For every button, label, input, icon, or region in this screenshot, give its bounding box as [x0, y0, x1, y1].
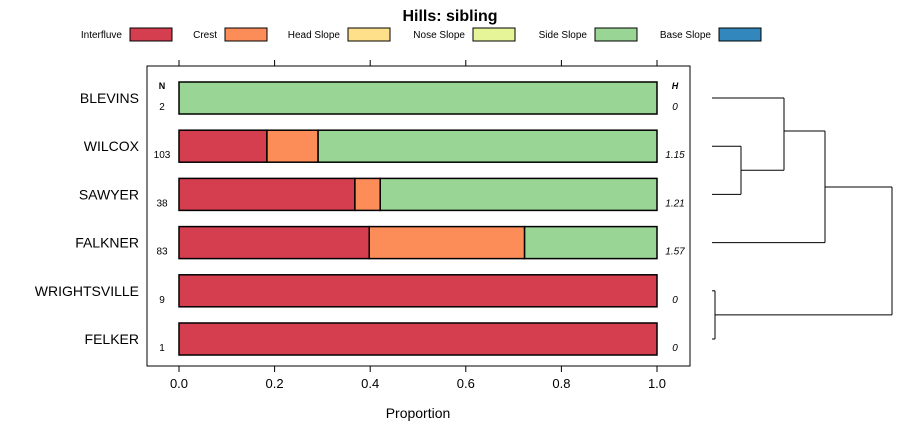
x-tick-label: 0.0: [170, 376, 188, 391]
row-h-value: 1.57: [665, 247, 685, 258]
row-h-value: 1.15: [665, 150, 685, 161]
row-n-value: 2: [159, 102, 165, 113]
legend-label: Side Slope: [539, 30, 588, 41]
bar-rows: BLEVINS 2 0 WILCOX 103 1.15 SAWYER 38 1.21 FALKNE…: [35, 81, 685, 356]
bar-segment-side-slope: [317, 129, 658, 163]
bar-segment-crest: [266, 129, 319, 163]
bar-segment-interfluve: [178, 129, 268, 163]
bar-segment-crest: [354, 177, 381, 212]
row-label: BLEVINS: [80, 90, 139, 106]
bar-segment-interfluve: [178, 274, 658, 308]
x-tick-label: 0.8: [552, 376, 570, 391]
bar-segment-interfluve: [178, 177, 356, 212]
x-axis: 0.0 0.2 0.4 0.6 0.8 1.0: [170, 60, 666, 391]
h-header: H: [672, 81, 679, 91]
row-label: WILCOX: [84, 138, 140, 154]
x-tick-label: 1.0: [648, 376, 666, 391]
bar-segment-interfluve: [178, 322, 658, 356]
legend-swatch: [472, 27, 516, 42]
legend-swatch: [224, 27, 268, 42]
legend-label: Head Slope: [288, 30, 341, 41]
dendrogram: [712, 97, 893, 340]
row-label: FELKER: [85, 331, 139, 347]
legend-label: Nose Slope: [413, 30, 465, 41]
chart-title: Hills: sibling: [402, 8, 497, 25]
bar-segment-interfluve: [178, 225, 370, 260]
x-tick-label: 0.4: [361, 376, 379, 391]
row-h-value: 1.21: [665, 198, 684, 209]
plot-frame: [146, 65, 691, 367]
x-tick-label: 0.6: [457, 376, 475, 391]
row-h-value: 0: [672, 295, 678, 306]
legend: Interfluve Crest Head Slope Nose Slope Side …: [81, 27, 762, 42]
x-tick-label: 0.2: [266, 376, 284, 391]
row-label: FALKNER: [75, 235, 139, 251]
row-label: WRIGHTSVILLE: [35, 283, 139, 299]
row-label: SAWYER: [79, 186, 139, 202]
legend-swatch: [347, 27, 391, 42]
row-n-value: 38: [156, 198, 168, 209]
legend-swatch: [594, 27, 638, 42]
legend-label: Interfluve: [81, 30, 123, 41]
bar-segment-side-slope: [523, 225, 658, 260]
bar-segment-crest: [368, 225, 526, 260]
x-axis-label: Proportion: [386, 405, 451, 421]
legend-label: Base Slope: [660, 30, 712, 41]
row-h-value: 0: [672, 343, 678, 354]
legend-swatch: [718, 27, 762, 42]
row-n-value: 103: [154, 150, 171, 161]
n-header: N: [159, 81, 166, 91]
bar-segment-side-slope: [178, 81, 658, 115]
row-n-value: 83: [156, 247, 168, 258]
legend-swatch: [129, 27, 173, 42]
bar-segment-side-slope: [379, 177, 658, 212]
row-n-value: 9: [159, 295, 165, 306]
row-h-value: 0: [672, 102, 678, 113]
row-n-value: 1: [159, 343, 165, 354]
legend-label: Crest: [193, 30, 217, 41]
